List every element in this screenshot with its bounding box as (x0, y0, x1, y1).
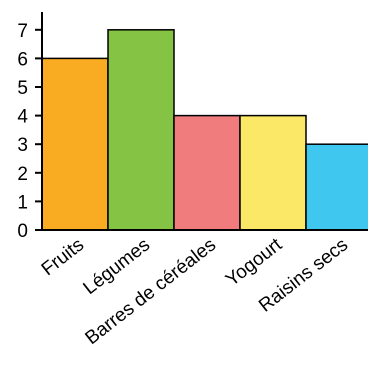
y-tick-label-3: 3 (17, 135, 28, 156)
bar-2 (107, 29, 175, 231)
bar-5 (305, 143, 368, 231)
y-tick-label-7: 7 (17, 21, 28, 42)
bar-3 (173, 114, 241, 231)
y-tick-label-6: 6 (17, 49, 28, 70)
bars-group (41, 29, 368, 231)
axes-group (41, 12, 368, 231)
y-ticks-group: 0 1 2 3 4 5 6 7 (17, 21, 42, 242)
y-tick-label-1: 1 (17, 192, 28, 213)
x-category-label-1: Fruits (38, 234, 88, 280)
bar-4 (239, 114, 307, 231)
y-tick-label-2: 2 (17, 164, 28, 185)
y-tick-label-4: 4 (17, 107, 28, 128)
y-tick-label-0: 0 (17, 221, 28, 242)
bar-1 (41, 57, 109, 231)
y-tick-label-5: 5 (17, 78, 28, 99)
